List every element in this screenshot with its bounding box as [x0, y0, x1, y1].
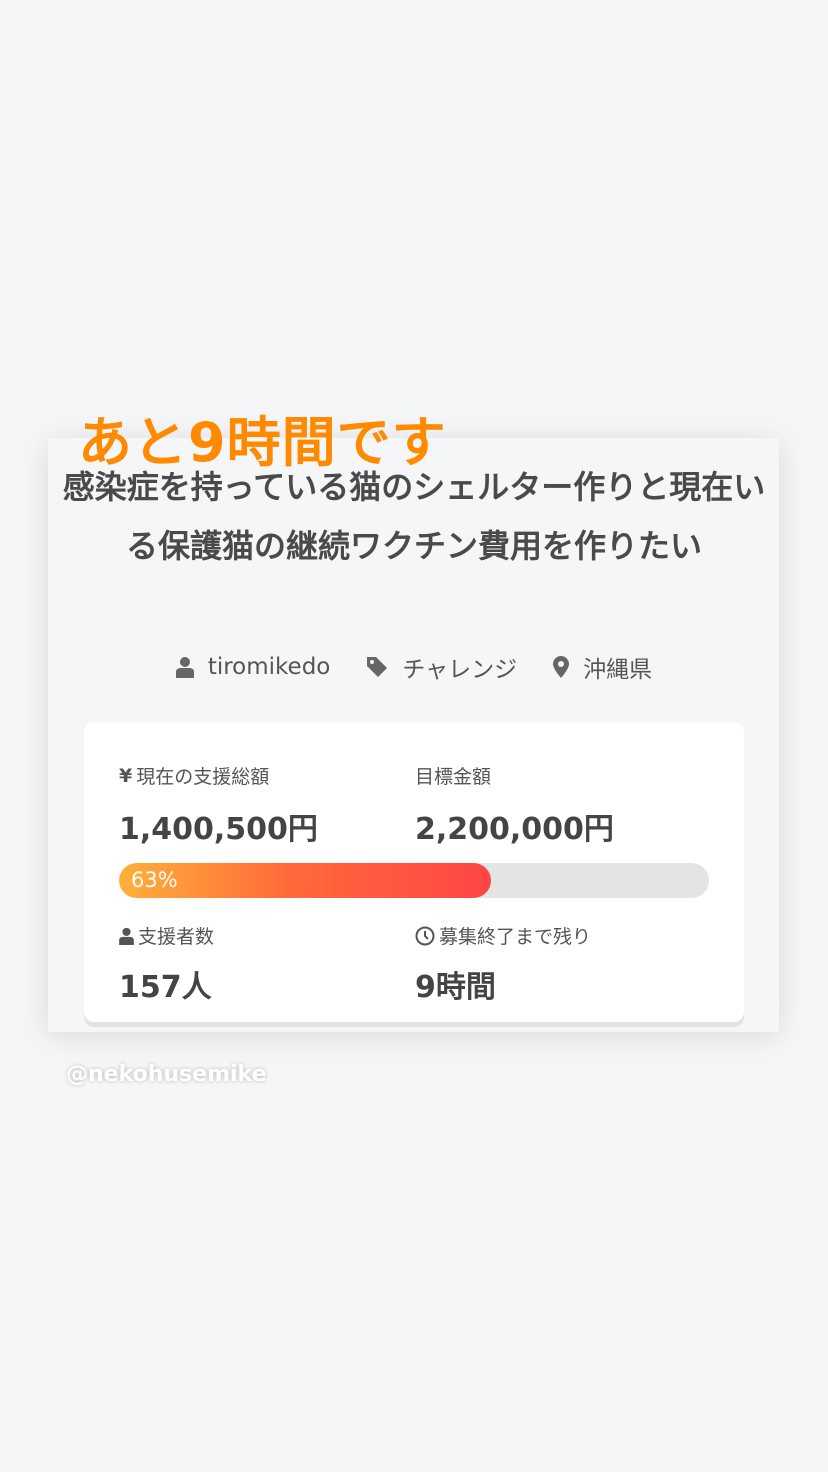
goal-amount-value: 2,200,000円: [415, 812, 614, 847]
watermark-handle: @nekohusemike: [66, 1062, 267, 1087]
funding-stats-card: ¥ 現在の支援総額 1,400,500円 目標金額 2,200,000円 63%…: [84, 722, 744, 1022]
user-icon: [175, 657, 194, 678]
remaining-value: 9時間: [415, 970, 496, 1005]
project-title: 感染症を持っている猫のシェルター作りと現在いる保護猫の継続ワクチン費用を作りたい: [62, 468, 766, 565]
tag-icon: [367, 657, 388, 677]
remaining-label-text: 募集終了まで残り: [439, 926, 592, 948]
project-meta: tiromikedo チャレンジ 沖縄県: [0, 650, 828, 684]
current-amount-value: 1,400,500円: [119, 812, 318, 847]
goal-amount-label: 目標金額: [415, 766, 492, 788]
category-name: チャレンジ: [402, 657, 518, 683]
remaining-label: 募集終了まで残り: [415, 922, 591, 949]
owner-link[interactable]: tiromikedo: [175, 650, 331, 684]
current-amount-label: ¥ 現在の支援総額: [119, 762, 269, 789]
owner-name: tiromikedo: [207, 654, 331, 680]
progress-fill: 63%: [119, 863, 491, 898]
progress-percent: 63%: [131, 868, 178, 892]
supporters-label-text: 支援者数: [138, 926, 215, 948]
user-icon: [119, 927, 134, 945]
location-link[interactable]: 沖縄県: [553, 650, 652, 684]
supporters-label: 支援者数: [119, 922, 214, 949]
supporters-value: 157人: [119, 970, 212, 1005]
overlay-caption: あと9時間です: [78, 411, 447, 474]
yen-icon: ¥: [119, 764, 133, 787]
location-name: 沖縄県: [583, 657, 653, 683]
category-link[interactable]: チャレンジ: [366, 650, 517, 684]
clock-icon: [415, 926, 435, 945]
current-amount-label-text: 現在の支援総額: [136, 766, 270, 788]
map-pin-icon: [553, 656, 570, 678]
progress-bar: 63%: [119, 863, 709, 898]
